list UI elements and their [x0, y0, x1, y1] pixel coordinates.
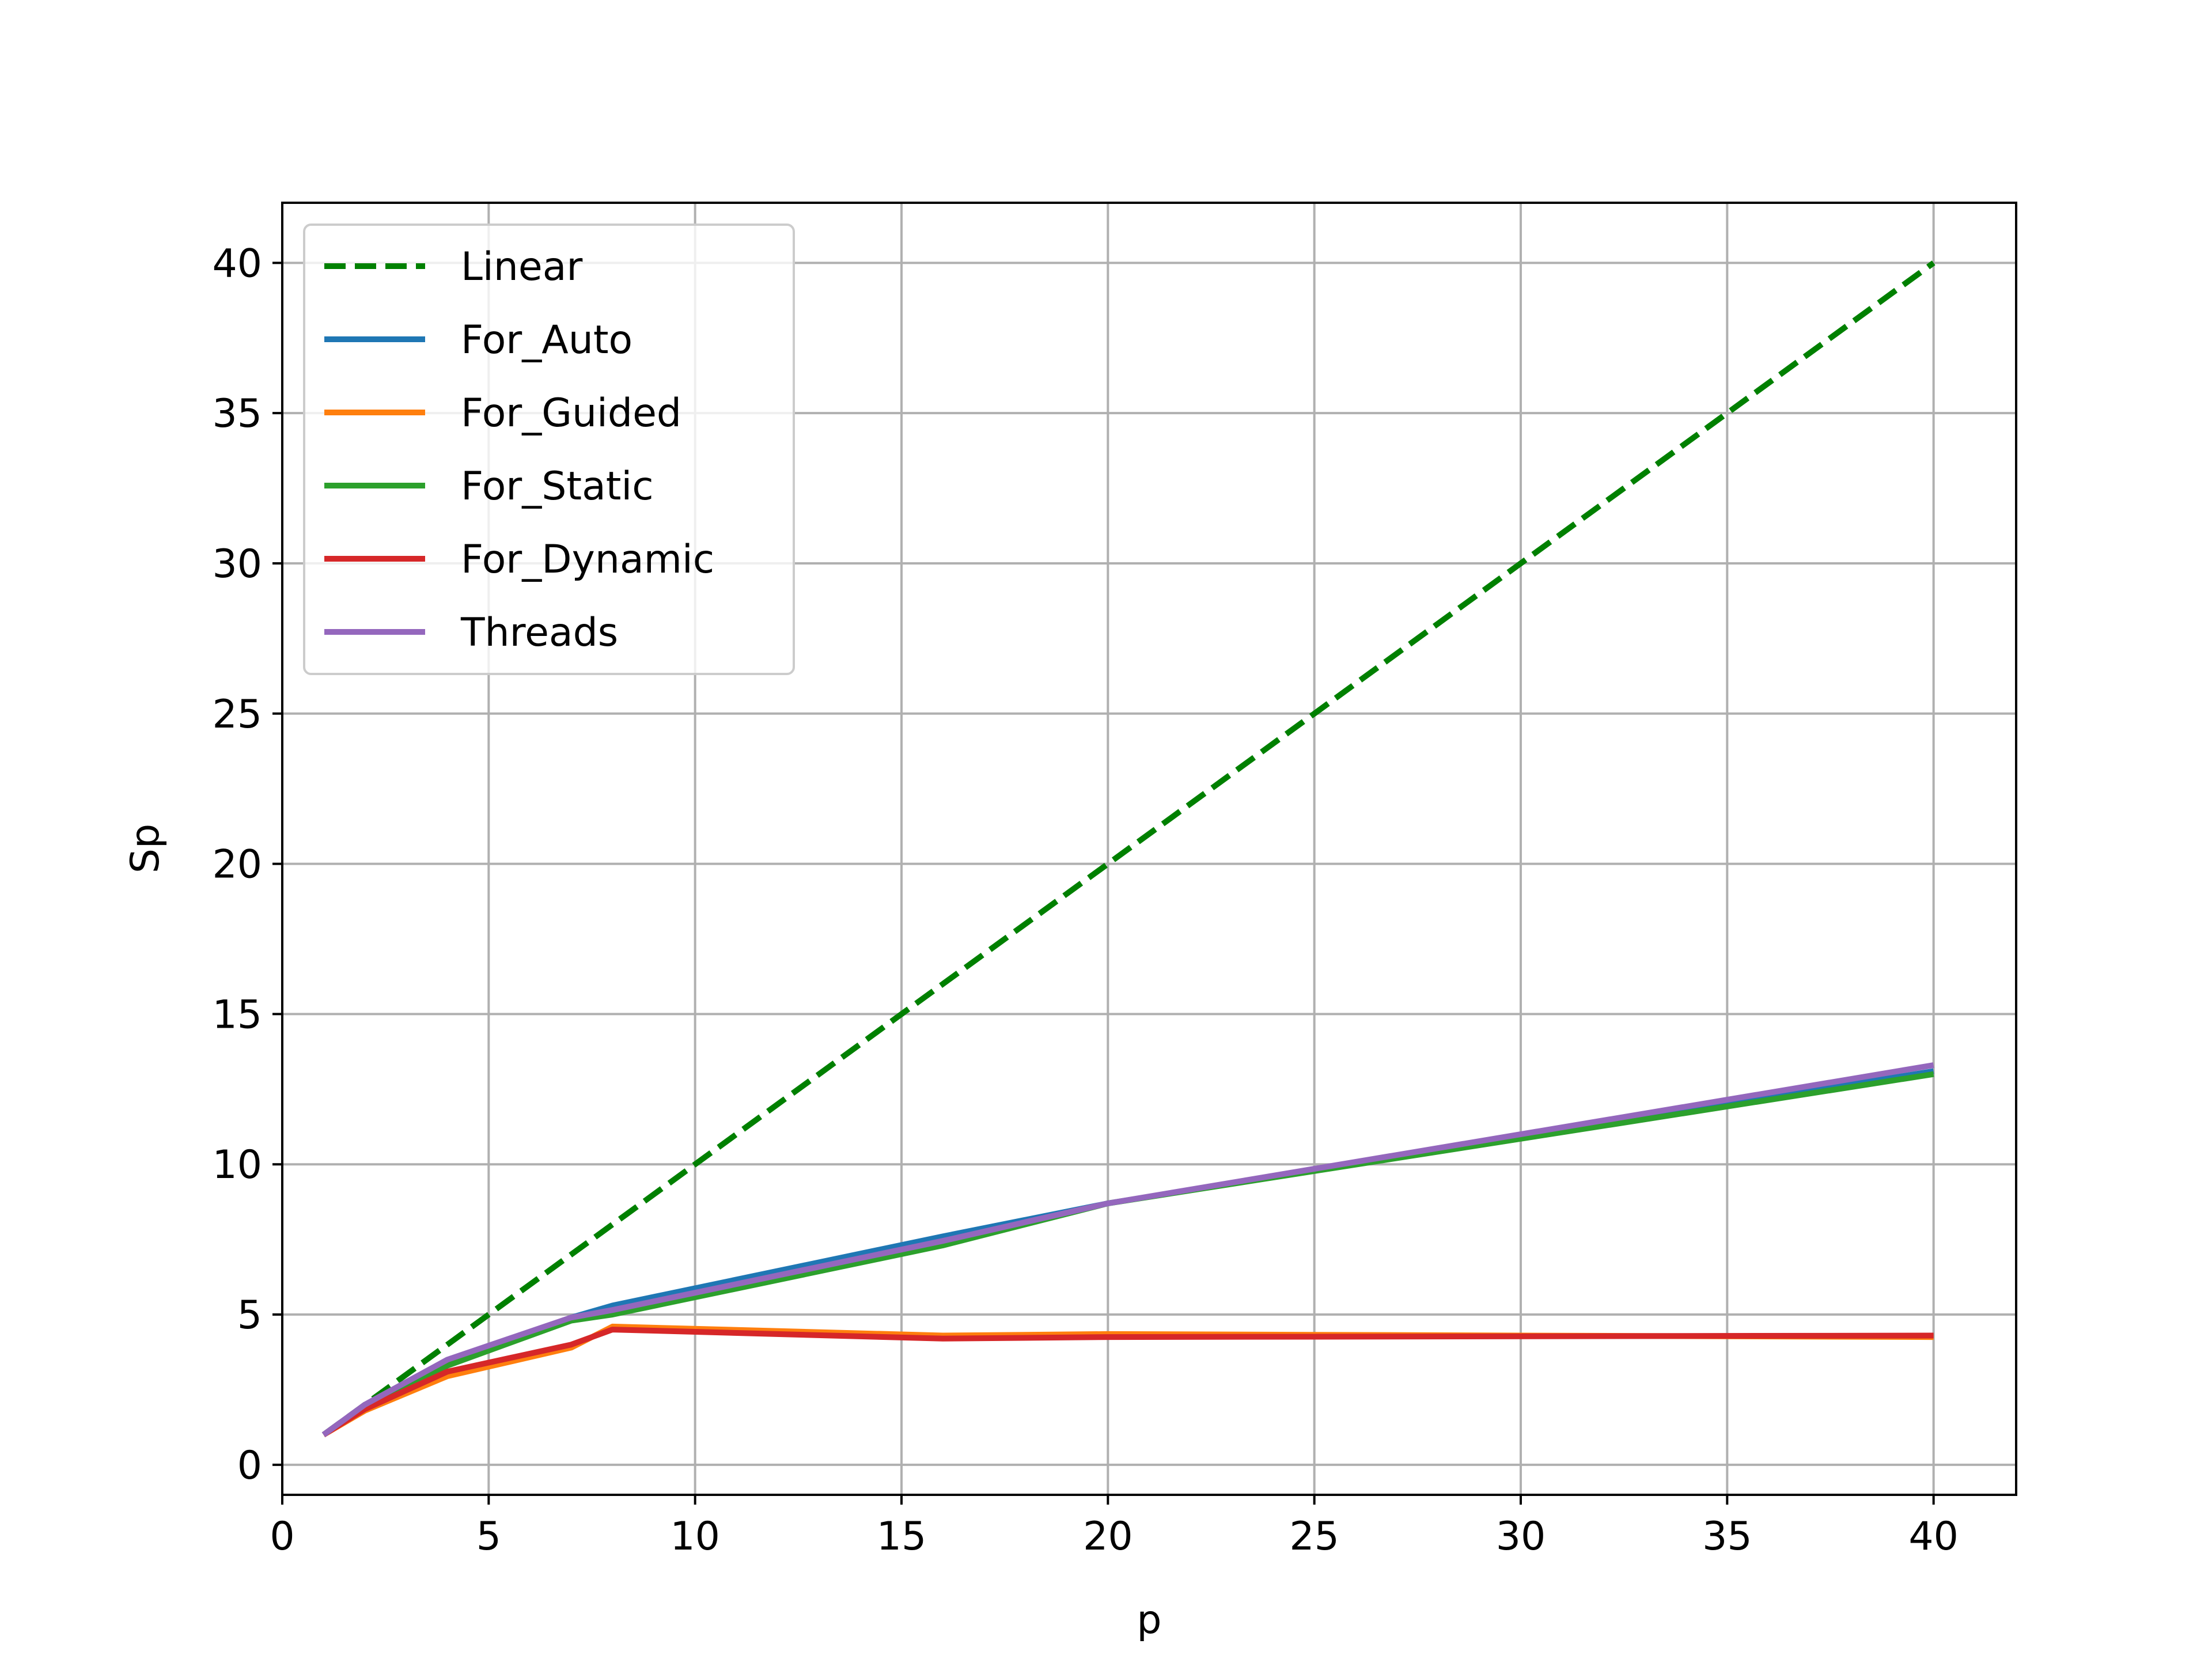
x-tick-label: 30 — [1496, 1514, 1546, 1559]
y-tick-label: 35 — [212, 391, 262, 437]
legend-items: Linear For_Auto For_Guided For_Static For_Dy… — [324, 244, 714, 656]
legend-label-threads: Threads — [460, 610, 618, 656]
x-tick-label: 40 — [1908, 1514, 1959, 1559]
y-tick-label: 5 — [237, 1293, 262, 1338]
legend: Linear For_Auto For_Guided For_Static For_Dy… — [303, 224, 795, 675]
legend-label-for-dynamic: For_Dynamic — [461, 537, 714, 582]
series-lines — [321, 260, 1936, 1438]
y-tick-label: 25 — [212, 692, 262, 737]
x-tick-label: 15 — [877, 1514, 927, 1559]
y-tick-label: 15 — [212, 992, 262, 1037]
legend-box — [303, 224, 795, 675]
y-tick-label: 10 — [212, 1142, 262, 1188]
x-tick-label: 5 — [476, 1514, 501, 1559]
legend-label-for-static: For_Static — [461, 464, 654, 509]
series-line-for-guided — [322, 1323, 1934, 1438]
axis-ticks: 0 5 10 15 20 25 30 35 40 0 5 10 15 20 25 30 35 40 — [212, 241, 1958, 1559]
series-line-threads — [321, 1062, 1934, 1437]
x-axis-label: p — [1137, 1597, 1161, 1643]
y-tick-label: 30 — [212, 541, 262, 587]
y-tick-label: 0 — [237, 1443, 262, 1488]
plot-frame — [281, 202, 2017, 1496]
legend-label-for-auto: For_Auto — [461, 317, 632, 363]
x-tick-label: 35 — [1702, 1514, 1752, 1559]
series-line-for-static — [321, 1071, 1934, 1437]
legend-label-for-guided: For_Guided — [461, 391, 681, 436]
x-tick-label: 25 — [1289, 1514, 1339, 1559]
legend-label-linear: Linear — [461, 244, 582, 290]
series-line-linear — [321, 260, 1936, 1437]
x-tick-label: 10 — [670, 1514, 720, 1559]
y-tick-label: 40 — [212, 241, 262, 286]
x-tick-label: 0 — [270, 1514, 294, 1559]
series-line-for-dynamic — [322, 1327, 1934, 1437]
y-axis-label: Sp — [123, 824, 168, 873]
y-tick-label: 20 — [212, 842, 262, 888]
x-tick-label: 20 — [1083, 1514, 1133, 1559]
series-line-for-auto — [321, 1068, 1934, 1437]
